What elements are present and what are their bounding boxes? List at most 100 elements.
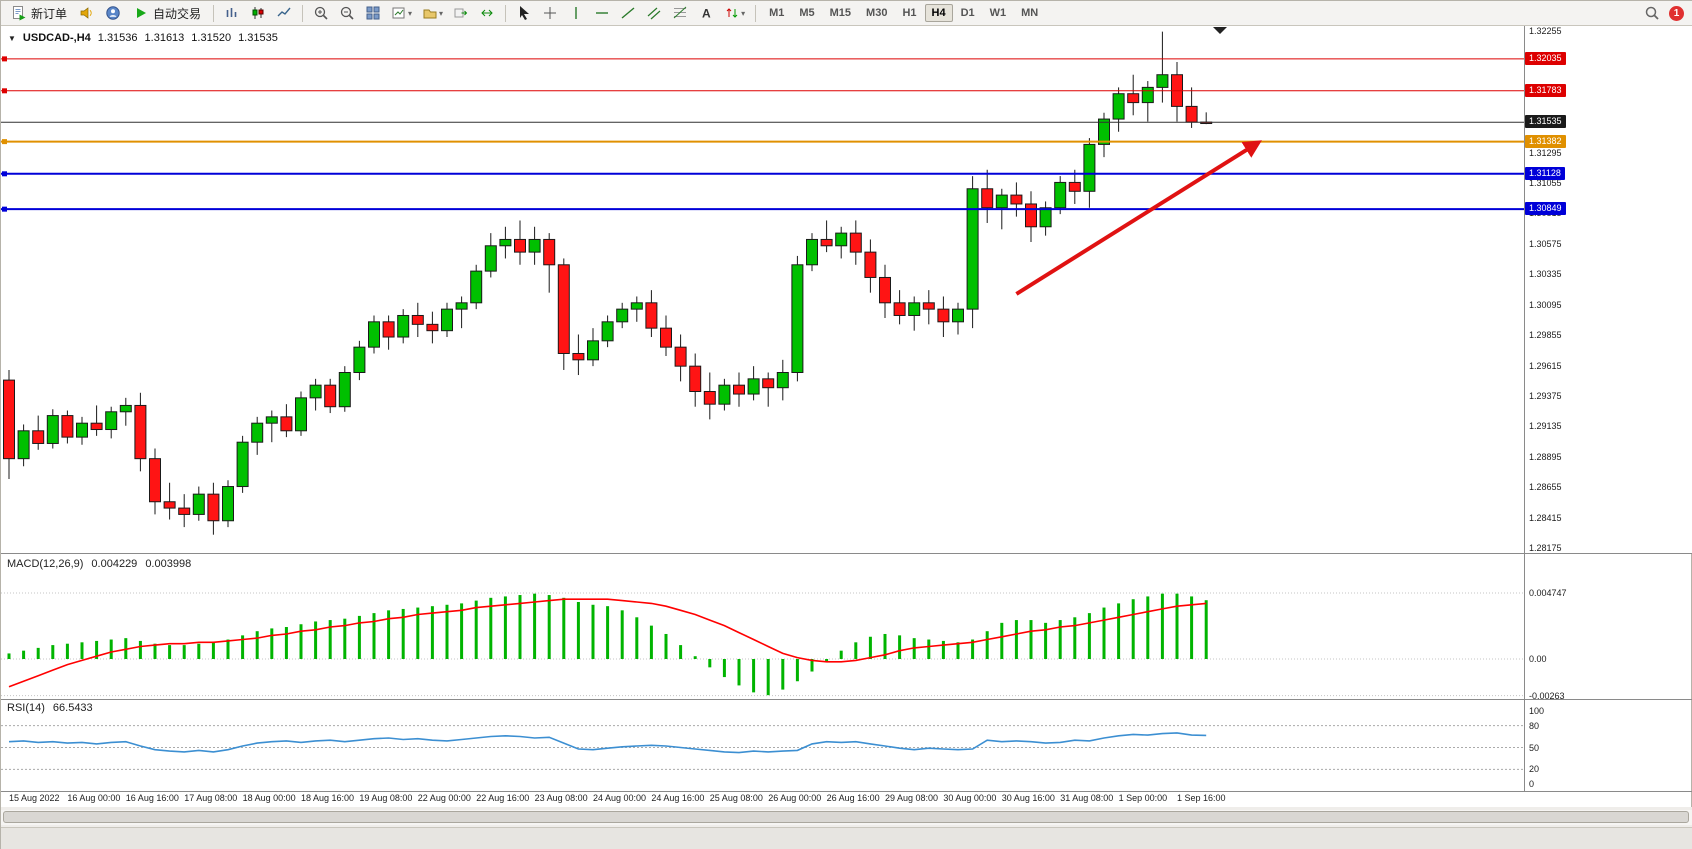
axis-tick: 1.31055 (1529, 178, 1562, 189)
time-tick: 31 Aug 08:00 (1060, 793, 1114, 803)
axis-tick: 20 (1529, 764, 1540, 775)
toolbar-separator (213, 4, 215, 22)
timeframe-m30[interactable]: M30 (866, 7, 888, 19)
axis-tick: 1.29855 (1529, 330, 1562, 341)
time-tick: 15 Aug 2022 (9, 793, 60, 803)
time-tick: 26 Aug 16:00 (826, 793, 880, 803)
price-badge: 1.32035 (1525, 51, 1566, 65)
profiles-button[interactable]: ▾ (418, 2, 447, 24)
tile-windows-button[interactable] (361, 2, 385, 24)
zoom-out-icon (340, 6, 354, 20)
fibonacci-icon (673, 6, 687, 19)
panel-separator[interactable] (1, 699, 1692, 700)
channel-tool-button[interactable] (642, 2, 666, 24)
axis-tick: 50 (1529, 742, 1540, 753)
price-badge: 1.31535 (1525, 115, 1566, 129)
line-chart-button[interactable] (272, 2, 296, 24)
timeframe-h1[interactable]: H1 (902, 7, 917, 19)
bar-chart-button[interactable] (220, 2, 244, 24)
cursor-tool-button[interactable] (512, 2, 536, 24)
arrows-icon (726, 8, 738, 18)
toolbar-separator (302, 4, 304, 22)
time-tick: 24 Aug 16:00 (651, 793, 705, 803)
zoom-in-icon (314, 6, 328, 20)
chart-shift-button[interactable] (475, 2, 499, 24)
time-tick: 19 Aug 08:00 (359, 793, 413, 803)
price-badge: 1.31128 (1525, 166, 1565, 180)
panel-separator (1, 791, 1692, 792)
vertical-line-tool-button[interactable] (564, 2, 588, 24)
timeframe-w1[interactable]: W1 (989, 7, 1007, 19)
price-badge: 1.30849 (1525, 202, 1566, 216)
candlestick-icon (252, 7, 264, 19)
main-chart-canvas[interactable] (1, 26, 1524, 553)
toolbar: 新订单 自动交易 ▾ (1, 1, 1692, 26)
macd-histogram (7, 593, 1208, 696)
scrollbar-thumb[interactable] (3, 811, 1689, 823)
axis-tick: 1.30095 (1529, 299, 1562, 310)
low-value: 1.31520 (191, 32, 232, 44)
notification-badge[interactable]: 1 (1669, 5, 1684, 21)
text-icon: A (702, 7, 711, 21)
time-tick: 30 Aug 16:00 (1001, 793, 1055, 803)
timeframe-h4[interactable]: H4 (924, 4, 953, 22)
time-tick: 22 Aug 16:00 (476, 793, 530, 803)
timeframe-d1[interactable]: D1 (960, 7, 975, 19)
timeframe-mn[interactable]: MN (1021, 7, 1039, 19)
macd-signal-line (8, 598, 1207, 688)
alerts-button[interactable] (75, 2, 99, 24)
time-tick: 25 Aug 08:00 (709, 793, 763, 803)
zoom-out-button[interactable] (335, 2, 359, 24)
horizontal-scrollbar[interactable] (1, 810, 1692, 825)
axis-tick: 1.29615 (1529, 360, 1562, 371)
profiles-folder-icon (423, 9, 437, 19)
user-icon (106, 6, 120, 20)
trendline-icon (621, 7, 635, 19)
panel-separator[interactable] (1, 553, 1692, 554)
community-button[interactable] (101, 2, 125, 24)
axis-tick: 80 (1529, 720, 1540, 731)
new-order-label: 新订单 (31, 6, 68, 21)
search-icon[interactable] (1644, 5, 1660, 21)
trendline-tool-button[interactable] (616, 2, 640, 24)
axis-tick: 1.30575 (1529, 238, 1562, 249)
fibonacci-tool-button[interactable] (668, 2, 692, 24)
axis-tick: 1.28175 (1529, 543, 1562, 553)
price-badge: 1.31783 (1525, 83, 1566, 97)
chart-shift-marker (1213, 27, 1227, 34)
auto-scroll-button[interactable] (449, 2, 473, 24)
time-tick: 1 Sep 00:00 (1118, 793, 1168, 803)
rsi-canvas[interactable] (1, 700, 1524, 791)
timeframe-m1[interactable]: M1 (769, 7, 785, 19)
axis-tick: 100 (1529, 706, 1545, 716)
new-order-button[interactable]: 新订单 (5, 2, 73, 25)
auto-trading-label: 自动交易 (153, 6, 202, 21)
time-tick: 16 Aug 00:00 (67, 793, 121, 803)
timeframe-m15[interactable]: M15 (829, 7, 852, 19)
candlestick-button[interactable] (246, 2, 270, 24)
arrows-tool-button[interactable]: ▾ (720, 2, 749, 24)
channel-icon (647, 7, 661, 20)
open-value: 1.31536 (97, 32, 138, 44)
zoom-in-button[interactable] (309, 2, 333, 24)
time-tick: 24 Aug 00:00 (593, 793, 647, 803)
svg-text:A: A (702, 7, 711, 21)
chevron-down-icon: ▾ (408, 8, 413, 18)
crosshair-tool-button[interactable] (538, 2, 562, 24)
new-chart-button[interactable]: ▾ (387, 2, 416, 24)
axis-tick: 1.28895 (1529, 451, 1562, 462)
timeframe-m5[interactable]: M5 (799, 7, 815, 19)
auto-trading-button[interactable]: 自动交易 (127, 2, 207, 25)
axis-tick: 1.29375 (1529, 390, 1562, 401)
axis-tick: 0 (1529, 779, 1535, 789)
price-axis[interactable]: 1.322551.312951.310551.308151.305751.303… (1524, 26, 1692, 553)
macd-canvas[interactable] (1, 554, 1524, 699)
chevron-down-icon[interactable]: ▼ (8, 33, 16, 43)
axis-tick: 1.28415 (1529, 512, 1562, 523)
rsi-name: RSI(14) (7, 702, 45, 714)
cursor-icon (520, 6, 530, 20)
macd-main-value: 0.004229 (91, 558, 138, 570)
text-tool-button[interactable]: A (694, 2, 718, 24)
horizontal-line-tool-button[interactable] (590, 2, 614, 24)
bar-chart-icon (226, 8, 237, 17)
